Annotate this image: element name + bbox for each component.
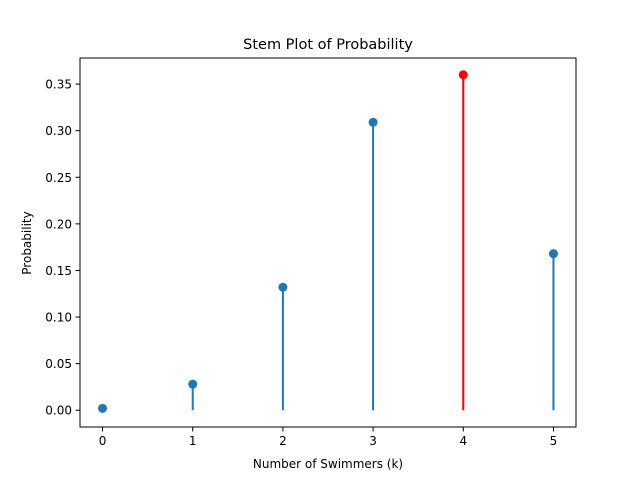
- y-tick-label-1: 0.05: [45, 357, 72, 371]
- chart-title: Stem Plot of Probability: [243, 37, 413, 53]
- x-tick-label-1: 1: [189, 434, 197, 448]
- x-tick-label-3: 3: [369, 434, 377, 448]
- plot-area: [98, 70, 558, 413]
- y-axis: 0.00 0.05 0.10 0.15 0.20 0.25 0.30 0.35: [45, 78, 80, 418]
- y-tick-label-7: 0.35: [45, 78, 72, 92]
- stem-marker-3: [368, 117, 378, 127]
- y-tick-label-6: 0.30: [45, 124, 72, 138]
- y-tick-label-2: 0.10: [45, 311, 72, 325]
- x-tick-label-0: 0: [99, 434, 107, 448]
- x-tick-label-4: 4: [459, 434, 467, 448]
- x-axis: 0 1 2 3 4 5: [99, 427, 558, 448]
- y-tick-label-5: 0.25: [45, 171, 72, 185]
- stem-marker-1: [188, 379, 198, 389]
- y-axis-label: Probability: [20, 211, 34, 274]
- x-axis-label: Number of Swimmers (k): [253, 457, 403, 471]
- stem-marker-5: [548, 249, 558, 259]
- x-tick-label-5: 5: [550, 434, 558, 448]
- stem-marker-2: [278, 282, 288, 292]
- y-tick-label-4: 0.20: [45, 217, 72, 231]
- stem-marker-4: [458, 70, 468, 80]
- stem-marker-0: [98, 403, 108, 413]
- y-tick-label-3: 0.15: [45, 264, 72, 278]
- y-tick-label-0: 0.00: [45, 404, 72, 418]
- x-tick-label-2: 2: [279, 434, 287, 448]
- plot-frame: [79, 57, 577, 428]
